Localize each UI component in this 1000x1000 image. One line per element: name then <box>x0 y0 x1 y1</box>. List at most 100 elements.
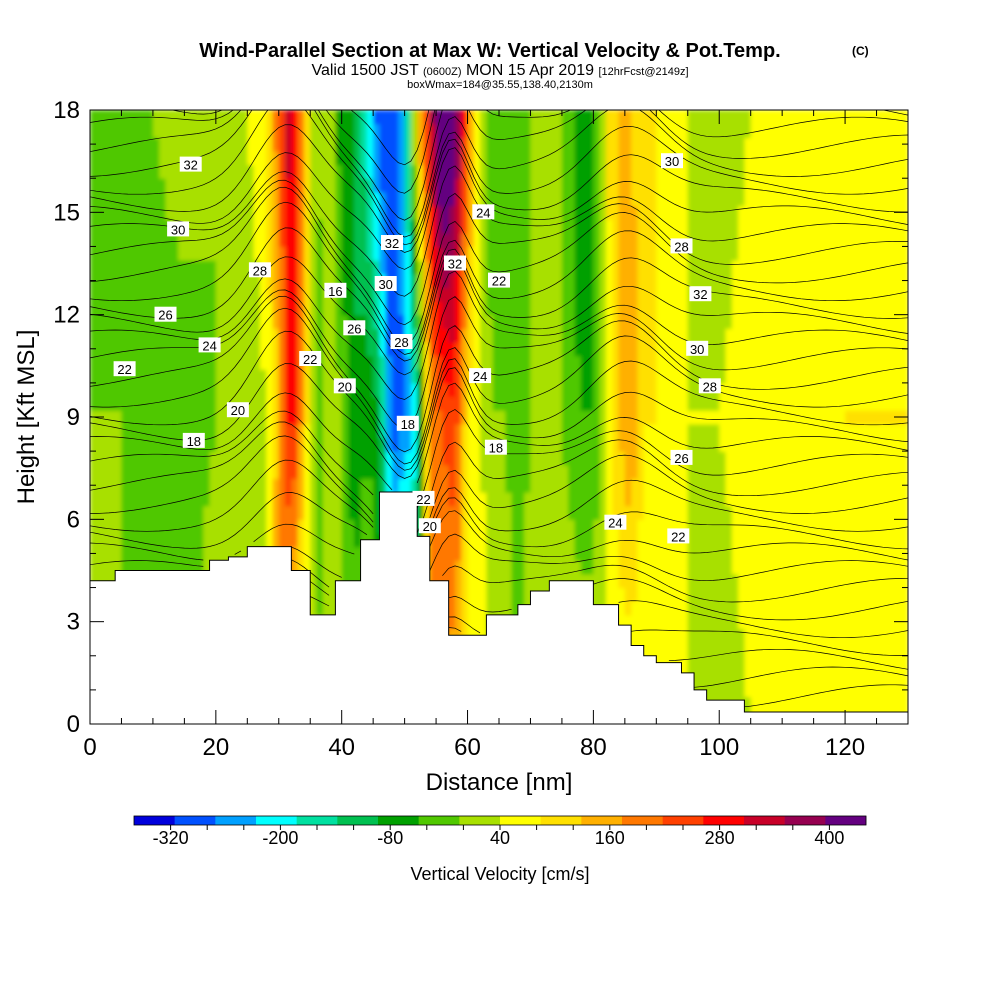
velocity-cell <box>738 232 745 248</box>
velocity-cell <box>316 341 324 357</box>
velocity-cell <box>731 301 739 316</box>
velocity-cell <box>335 205 343 220</box>
velocity-cell <box>461 328 469 343</box>
velocity-cell <box>347 273 355 288</box>
velocity-cell <box>259 369 267 384</box>
velocity-cell <box>448 219 456 234</box>
velocity-cell <box>656 369 664 384</box>
velocity-cell <box>241 532 248 548</box>
velocity-cell <box>272 423 280 439</box>
velocity-cell <box>618 219 626 234</box>
velocity-cell <box>536 532 544 548</box>
velocity-cell <box>788 587 796 602</box>
velocity-cell <box>687 532 695 548</box>
velocity-cell <box>819 478 827 493</box>
velocity-cell <box>461 423 469 439</box>
velocity-cell <box>184 355 192 370</box>
velocity-cell <box>851 587 859 602</box>
velocity-cell <box>196 273 204 288</box>
velocity-cell <box>801 301 808 316</box>
velocity-cell <box>756 205 764 220</box>
velocity-cell <box>140 355 148 370</box>
velocity-cell <box>511 273 519 288</box>
velocity-cell <box>90 382 97 398</box>
velocity-cell <box>706 546 714 561</box>
velocity-cell <box>725 655 733 671</box>
velocity-cell <box>895 355 903 370</box>
velocity-cell <box>480 328 488 343</box>
velocity-cell <box>291 191 299 207</box>
velocity-cell <box>775 546 783 561</box>
velocity-cell <box>536 505 544 520</box>
velocity-cell <box>511 328 519 343</box>
velocity-cell <box>568 546 576 561</box>
velocity-cell <box>687 614 695 630</box>
velocity-cell <box>700 260 708 275</box>
velocity-cell <box>725 260 733 275</box>
velocity-cell <box>870 314 878 329</box>
velocity-cell <box>215 546 223 561</box>
velocity-cell <box>687 655 695 671</box>
velocity-cell <box>719 246 727 261</box>
velocity-cell <box>895 642 903 657</box>
velocity-cell <box>801 451 808 466</box>
velocity-cell <box>347 287 355 302</box>
velocity-cell <box>102 423 110 439</box>
velocity-cell <box>448 341 456 357</box>
velocity-cell <box>763 232 771 248</box>
velocity-cell <box>171 505 179 520</box>
velocity-cell <box>819 655 827 671</box>
velocity-cell <box>505 519 513 534</box>
velocity-cell <box>675 560 683 575</box>
velocity-cell <box>756 287 764 302</box>
velocity-cell <box>253 505 261 520</box>
velocity-cell <box>297 205 305 220</box>
velocity-cell <box>599 273 607 288</box>
velocity-cell <box>511 464 519 479</box>
velocity-cell <box>108 396 116 411</box>
velocity-cell <box>360 301 368 316</box>
velocity-cell <box>115 492 123 507</box>
velocity-cell <box>819 573 827 589</box>
velocity-cell <box>228 382 236 398</box>
velocity-cell <box>228 341 236 357</box>
velocity-cell <box>593 437 601 452</box>
velocity-cell <box>398 314 406 329</box>
velocity-cell <box>272 355 280 370</box>
velocity-cell <box>152 355 160 370</box>
velocity-cell <box>650 628 657 643</box>
velocity-cell <box>341 328 349 343</box>
velocity-cell <box>794 341 802 357</box>
velocity-cell <box>826 546 834 561</box>
velocity-cell <box>618 587 626 602</box>
velocity-cell <box>171 423 179 439</box>
velocity-cell <box>870 205 878 220</box>
velocity-cell <box>241 355 248 370</box>
velocity-cell <box>725 219 733 234</box>
velocity-cell <box>121 437 129 452</box>
velocity-cell <box>410 260 418 275</box>
velocity-cell <box>845 301 852 316</box>
velocity-cell <box>706 341 714 357</box>
velocity-cell <box>801 287 808 302</box>
velocity-cell <box>297 478 305 493</box>
velocity-cell <box>769 464 777 479</box>
velocity-cell <box>807 232 815 248</box>
velocity-cell <box>706 573 714 589</box>
velocity-cell <box>404 314 412 329</box>
velocity-cell <box>694 532 701 548</box>
velocity-cell <box>303 273 311 288</box>
velocity-cell <box>461 478 469 493</box>
velocity-cell <box>436 451 443 466</box>
velocity-cell <box>543 396 550 411</box>
velocity-cell <box>392 205 399 220</box>
velocity-cell <box>152 341 160 357</box>
velocity-cell <box>763 560 771 575</box>
velocity-cell <box>152 505 160 520</box>
velocity-cell <box>536 451 544 466</box>
velocity-cell <box>863 328 871 343</box>
velocity-cell <box>882 396 890 411</box>
velocity-cell <box>505 246 513 261</box>
velocity-cell <box>410 314 418 329</box>
velocity-cell <box>335 314 343 329</box>
